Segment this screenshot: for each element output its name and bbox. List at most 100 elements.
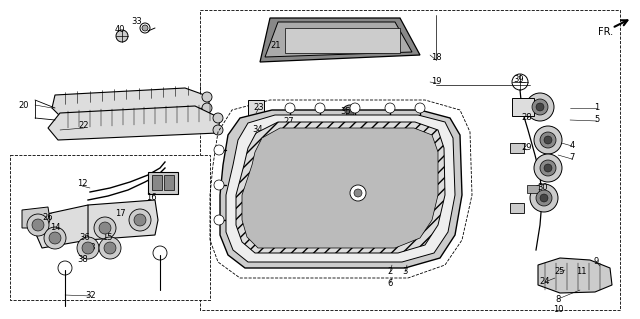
Ellipse shape <box>544 136 552 144</box>
Bar <box>512 98 534 116</box>
Ellipse shape <box>214 180 224 190</box>
Ellipse shape <box>354 189 362 197</box>
Ellipse shape <box>532 99 548 115</box>
Ellipse shape <box>153 246 167 260</box>
Text: 17: 17 <box>115 209 125 218</box>
Ellipse shape <box>415 103 425 113</box>
Text: 2: 2 <box>387 268 392 277</box>
Polygon shape <box>265 22 412 57</box>
Bar <box>248 100 264 130</box>
Text: 33: 33 <box>132 18 142 26</box>
Text: 31: 31 <box>538 196 548 204</box>
Text: 28: 28 <box>522 114 532 122</box>
Bar <box>152 175 162 190</box>
Ellipse shape <box>534 154 562 182</box>
Text: 3: 3 <box>403 268 408 277</box>
Polygon shape <box>260 18 420 62</box>
Ellipse shape <box>214 215 224 225</box>
Ellipse shape <box>44 227 66 249</box>
Text: 35: 35 <box>340 108 351 116</box>
Polygon shape <box>242 128 438 248</box>
Ellipse shape <box>214 145 224 155</box>
Ellipse shape <box>350 185 366 201</box>
Text: 39: 39 <box>514 76 524 85</box>
Ellipse shape <box>142 25 148 31</box>
Ellipse shape <box>104 242 116 254</box>
Text: 1: 1 <box>595 102 600 112</box>
Ellipse shape <box>213 125 223 135</box>
Ellipse shape <box>346 109 354 117</box>
Ellipse shape <box>94 217 116 239</box>
Ellipse shape <box>536 103 544 111</box>
Polygon shape <box>538 258 612 293</box>
Polygon shape <box>236 122 445 253</box>
Ellipse shape <box>32 219 44 231</box>
Ellipse shape <box>82 242 94 254</box>
Bar <box>10 155 210 300</box>
Ellipse shape <box>536 190 552 206</box>
Ellipse shape <box>540 132 556 148</box>
Polygon shape <box>35 205 88 248</box>
Text: 10: 10 <box>553 305 563 314</box>
Ellipse shape <box>249 136 267 160</box>
Text: 6: 6 <box>387 278 393 287</box>
Text: 11: 11 <box>576 268 586 277</box>
Ellipse shape <box>140 23 150 33</box>
Ellipse shape <box>342 105 358 121</box>
Polygon shape <box>82 200 158 240</box>
Polygon shape <box>226 115 455 262</box>
Bar <box>527 185 539 193</box>
Text: 19: 19 <box>431 78 441 86</box>
Text: 36: 36 <box>79 234 90 242</box>
Text: 40: 40 <box>115 26 125 34</box>
Bar <box>164 175 174 190</box>
Ellipse shape <box>512 74 528 90</box>
Text: 20: 20 <box>19 100 29 109</box>
Text: 14: 14 <box>50 224 60 233</box>
Text: FR.: FR. <box>598 27 614 37</box>
Text: 13: 13 <box>84 243 95 253</box>
Text: 8: 8 <box>556 294 561 303</box>
Text: 30: 30 <box>538 183 548 192</box>
Ellipse shape <box>540 194 548 202</box>
Ellipse shape <box>526 93 554 121</box>
Ellipse shape <box>315 103 325 113</box>
Text: 26: 26 <box>43 213 53 222</box>
Ellipse shape <box>288 120 296 130</box>
Polygon shape <box>52 88 210 116</box>
Text: 21: 21 <box>271 41 281 49</box>
Text: 18: 18 <box>431 53 442 62</box>
Ellipse shape <box>350 103 360 113</box>
Ellipse shape <box>116 30 128 42</box>
Ellipse shape <box>285 103 295 113</box>
Ellipse shape <box>99 237 121 259</box>
Ellipse shape <box>99 222 111 234</box>
Text: 37: 37 <box>349 189 360 197</box>
Text: 5: 5 <box>595 115 600 124</box>
Ellipse shape <box>202 103 212 113</box>
Text: 4: 4 <box>570 140 575 150</box>
Ellipse shape <box>49 232 61 244</box>
Ellipse shape <box>534 126 562 154</box>
Bar <box>148 172 178 194</box>
Ellipse shape <box>530 184 558 212</box>
Text: 12: 12 <box>77 179 87 188</box>
Text: 38: 38 <box>77 256 88 264</box>
Polygon shape <box>220 110 462 268</box>
Ellipse shape <box>544 164 552 172</box>
Bar <box>510 143 524 153</box>
Text: 7: 7 <box>570 153 575 162</box>
Ellipse shape <box>27 214 49 236</box>
Text: 24: 24 <box>540 278 550 286</box>
Text: 16: 16 <box>146 194 156 203</box>
Polygon shape <box>48 106 220 140</box>
Bar <box>510 203 524 213</box>
Text: 34: 34 <box>253 125 263 135</box>
Text: 27: 27 <box>284 117 294 127</box>
Text: 15: 15 <box>102 234 112 242</box>
Text: 25: 25 <box>555 268 565 277</box>
Bar <box>285 28 400 53</box>
Text: 22: 22 <box>79 121 89 130</box>
Bar <box>200 10 620 310</box>
Text: 23: 23 <box>253 102 264 112</box>
